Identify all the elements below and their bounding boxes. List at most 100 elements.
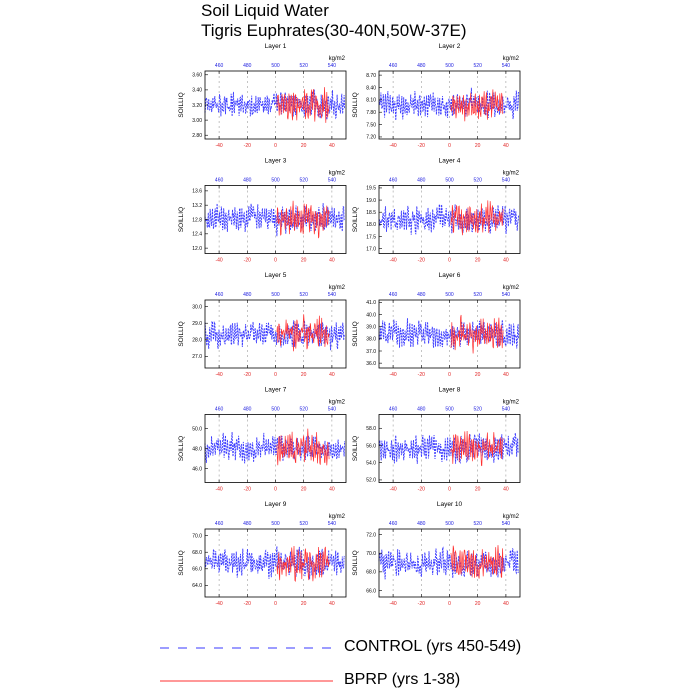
layer-panel: Layer 8 kg/m2 SOILLIQ 58.0 56.0 54.0 52.0 -40 -2…: [352, 387, 521, 493]
x-top-tick-label: 480: [243, 63, 252, 69]
panel-title: Layer 10: [437, 501, 463, 508]
y-axis-label: SOILLIQ: [178, 550, 185, 575]
panel-title: Layer 9: [265, 501, 287, 508]
x-top-tick-label: 460: [215, 521, 224, 527]
x-top-tick-label: 480: [417, 521, 426, 527]
figure-title: Soil Liquid Water Tigris Euphrates(30-40…: [201, 1, 467, 41]
x-top-tick-label: 540: [328, 63, 337, 69]
series-line-bprp: [450, 545, 504, 579]
series-line-bprp: [276, 200, 330, 239]
x-top-tick-label: 460: [215, 292, 224, 298]
x-top-tick-label: 460: [215, 407, 224, 413]
y-tick-label: 66.0: [192, 567, 202, 573]
x-top-tick-label: 520: [300, 407, 309, 413]
x-top-tick-label: 480: [417, 63, 426, 69]
title-line-1: Soil Liquid Water: [201, 1, 329, 20]
x-tick-label: 40: [503, 258, 509, 264]
y-axis-label: SOILLIQ: [178, 92, 185, 117]
y-tick-label: 46.0: [192, 466, 202, 472]
layer-panel: Layer 2 kg/m2 SOILLIQ 8.70 8.40 8.10 7.80 7.50 7…: [352, 43, 521, 149]
layer-panel: Layer 6 kg/m2 SOILLIQ 41.0 40.0 39.0 38.0 37.0 3…: [352, 272, 521, 378]
units-label: kg/m2: [329, 56, 346, 62]
x-tick-label: -40: [215, 372, 222, 378]
layer-panel: Layer 10 kg/m2 SOILLIQ 72.0 70.0 68.0 66.0 -40 -…: [352, 501, 521, 607]
x-tick-label: -20: [244, 258, 251, 264]
x-tick-label: -40: [389, 601, 396, 607]
x-tick-label: -40: [215, 143, 222, 149]
x-tick-label: 20: [301, 487, 307, 493]
x-tick-label: 40: [503, 372, 509, 378]
y-tick-label: 30.0: [192, 304, 202, 310]
x-top-tick-label: 520: [300, 63, 309, 69]
y-tick-label: 70.0: [366, 551, 376, 557]
y-tick-label: 8.40: [366, 85, 376, 91]
y-tick-label: 7.50: [366, 122, 376, 128]
y-tick-label: 68.0: [192, 550, 202, 556]
y-tick-label: 72.0: [366, 532, 376, 538]
x-tick-label: -40: [389, 487, 396, 493]
x-tick-label: 40: [329, 258, 335, 264]
series-line-bprp: [276, 428, 330, 466]
units-label: kg/m2: [329, 514, 346, 520]
x-tick-label: 40: [503, 487, 509, 493]
panel-title: Layer 2: [439, 43, 461, 50]
y-axis-label: SOILLIQ: [352, 92, 359, 117]
x-tick-label: -20: [418, 143, 425, 149]
series-line-control: [204, 431, 346, 464]
layer-panel: Layer 7 kg/m2 SOILLIQ 50.0 48.0 46.0 -40 -20 0 20…: [178, 387, 347, 493]
y-tick-label: 13.2: [192, 203, 202, 209]
y-axis-label: SOILLIQ: [352, 436, 359, 461]
x-top-tick-label: 540: [328, 407, 337, 413]
x-tick-label: 0: [448, 601, 451, 607]
x-tick-label: -40: [215, 258, 222, 264]
x-tick-label: -20: [244, 143, 251, 149]
x-top-tick-label: 500: [271, 407, 280, 413]
y-tick-label: 12.0: [192, 246, 202, 252]
y-tick-label: 19.5: [366, 186, 376, 192]
y-tick-label: 17.5: [366, 234, 376, 240]
series-line-bprp: [450, 314, 504, 354]
x-tick-label: -20: [244, 372, 251, 378]
x-top-tick-label: 520: [474, 407, 483, 413]
y-tick-label: 12.8: [192, 217, 202, 223]
x-tick-label: -20: [418, 258, 425, 264]
series-line-control: [204, 203, 345, 237]
y-tick-label: 12.4: [192, 232, 202, 238]
y-tick-label: 7.20: [366, 135, 376, 141]
x-top-tick-label: 500: [271, 521, 280, 527]
x-tick-label: 20: [475, 372, 481, 378]
layer-panel: Layer 1 kg/m2 SOILLIQ 3.60 3.40 3.20 3.00 2.80 -…: [178, 43, 347, 149]
x-tick-label: -40: [389, 143, 396, 149]
y-tick-label: 66.0: [366, 588, 376, 594]
y-tick-label: 70.0: [192, 533, 202, 539]
y-tick-label: 3.20: [192, 103, 202, 109]
x-top-tick-label: 540: [502, 63, 511, 69]
x-top-tick-label: 460: [389, 63, 398, 69]
x-top-tick-label: 520: [474, 178, 483, 184]
legend-bprp-label: BPRP (yrs 1-38): [344, 671, 461, 688]
panel-title: Layer 5: [265, 272, 287, 279]
units-label: kg/m2: [503, 285, 520, 291]
layer-panel: Layer 9 kg/m2 SOILLIQ 70.0 68.0 66.0 64.0 -40 -2…: [178, 501, 347, 607]
x-tick-label: 20: [475, 487, 481, 493]
y-tick-label: 2.80: [192, 133, 202, 139]
x-tick-label: -40: [215, 601, 222, 607]
y-tick-label: 52.0: [366, 478, 376, 484]
x-top-tick-label: 500: [271, 178, 280, 184]
y-tick-label: 48.0: [192, 446, 202, 452]
x-top-tick-label: 500: [445, 63, 454, 69]
layer-panel: Layer 5 kg/m2 SOILLIQ 30.0 29.0 28.0 27.0 -40 -2…: [178, 272, 347, 378]
units-label: kg/m2: [329, 171, 346, 177]
x-top-tick-label: 480: [243, 407, 252, 413]
x-tick-label: 20: [301, 372, 307, 378]
x-top-tick-label: 500: [445, 292, 454, 298]
series-line-control: [378, 203, 520, 235]
y-tick-label: 17.0: [366, 246, 376, 252]
y-tick-label: 19.0: [366, 198, 376, 204]
series-line-control: [204, 89, 346, 120]
series-line-bprp: [450, 200, 504, 236]
x-tick-label: -40: [389, 258, 396, 264]
layer-panel: Layer 3 kg/m2 SOILLIQ 13.6 13.2 12.8 12.4 12.0 -…: [178, 158, 347, 264]
panel-title: Layer 7: [265, 387, 287, 394]
